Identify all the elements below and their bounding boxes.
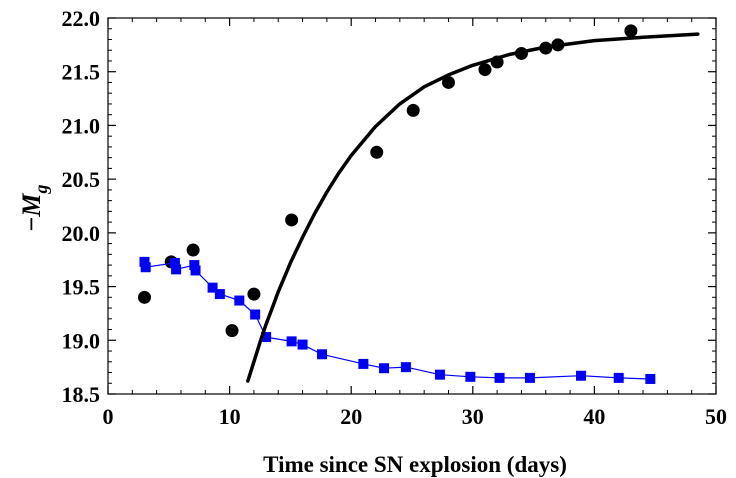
black-circle-point xyxy=(285,213,299,227)
blue-square-point xyxy=(250,309,261,320)
blue-square-point xyxy=(234,295,245,306)
x-tick-label: 30 xyxy=(462,404,484,429)
black-circle-point xyxy=(247,287,261,301)
series-0-points xyxy=(137,24,638,338)
blue-square-point xyxy=(189,260,200,271)
blue-square-point xyxy=(576,370,587,381)
series-1-points-line xyxy=(139,256,656,384)
black-circle-point xyxy=(370,145,384,159)
y-axis-label: −Mg xyxy=(17,185,51,232)
y-tick-label: 20.0 xyxy=(62,221,101,246)
y-tick-label: 21.5 xyxy=(62,60,101,85)
blue-square-point xyxy=(297,339,308,350)
x-tick-label: 40 xyxy=(583,404,605,429)
y-tick-label: 18.5 xyxy=(62,382,101,407)
x-tick-label: 10 xyxy=(219,404,241,429)
blue-square-point xyxy=(379,363,390,374)
blue-square-point xyxy=(465,371,476,382)
y-tick-label: 20.5 xyxy=(62,167,101,192)
x-tick-label: 50 xyxy=(705,404,727,429)
x-axis-label: Time since SN explosion (days) xyxy=(263,452,567,477)
y-tick-label: 22.0 xyxy=(62,6,101,31)
svg-text:−Mg: −Mg xyxy=(17,185,51,232)
plot-border xyxy=(107,17,717,395)
y-axis-label-symbol: M xyxy=(17,193,46,218)
blue-square-point xyxy=(140,262,151,273)
x-axis-ticks: 0 10 20 30 40 50 xyxy=(103,18,727,429)
blue-square-point xyxy=(494,372,505,383)
black-circle-point xyxy=(137,290,151,304)
y-axis-label-prefix: − xyxy=(17,217,46,232)
blue-square-point xyxy=(317,349,328,360)
y-axis-ticks: 18.5 19.0 19.5 20.0 20.5 21.0 21.5 22.0 xyxy=(62,6,716,407)
model-curve-line xyxy=(246,32,700,383)
blue-square-point xyxy=(261,332,272,343)
y-tick-label: 21.0 xyxy=(62,113,101,138)
x-tick-label: 20 xyxy=(340,404,362,429)
black-circle-point xyxy=(441,75,455,89)
blue-series-line xyxy=(143,261,651,380)
plot-frame xyxy=(107,17,717,395)
series-layer xyxy=(137,24,700,384)
blue-square-point xyxy=(645,373,656,384)
blue-square-point xyxy=(190,265,201,276)
series-2-curve xyxy=(246,32,700,383)
blue-square-point xyxy=(169,257,180,268)
blue-square-point xyxy=(139,256,150,267)
black-circle-point xyxy=(478,63,492,77)
blue-square-point xyxy=(400,362,411,373)
blue-square-point xyxy=(613,372,624,383)
blue-square-point xyxy=(358,358,369,369)
blue-square-point xyxy=(171,264,182,275)
x-tick-label: 0 xyxy=(103,404,114,429)
black-circle-point xyxy=(624,24,638,38)
blue-square-point xyxy=(524,372,535,383)
black-circle-point xyxy=(186,243,200,257)
y-tick-label: 19.5 xyxy=(62,275,101,300)
blue-square-point xyxy=(286,336,297,347)
blue-square-point xyxy=(214,289,225,300)
blue-square-point xyxy=(434,369,445,380)
black-circle-point xyxy=(225,324,239,338)
black-circle-point xyxy=(406,103,420,117)
blue-square-point xyxy=(207,282,218,293)
y-tick-label: 19.0 xyxy=(62,328,101,353)
y-axis-label-subscript: g xyxy=(31,185,51,195)
